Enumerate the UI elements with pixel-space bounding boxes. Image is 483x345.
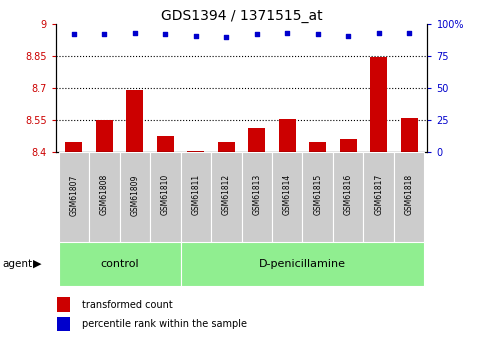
Text: GSM61812: GSM61812: [222, 174, 231, 215]
Point: [222, 34, 230, 40]
Point: [314, 32, 322, 37]
Text: agent: agent: [2, 259, 32, 269]
Bar: [242, 152, 272, 242]
Text: GSM61815: GSM61815: [313, 174, 322, 216]
Bar: [302, 152, 333, 242]
Bar: [96, 120, 113, 152]
Bar: [120, 152, 150, 242]
Text: GSM61810: GSM61810: [161, 174, 170, 216]
Text: GSM61814: GSM61814: [283, 174, 292, 216]
Point: [70, 32, 78, 37]
Text: percentile rank within the sample: percentile rank within the sample: [82, 319, 247, 329]
Bar: [89, 152, 120, 242]
Bar: [181, 241, 425, 286]
Bar: [150, 152, 181, 242]
Bar: [248, 128, 265, 152]
Title: GDS1394 / 1371515_at: GDS1394 / 1371515_at: [161, 9, 322, 23]
Bar: [309, 142, 326, 152]
Point: [131, 30, 139, 36]
Text: GSM61808: GSM61808: [100, 174, 109, 216]
Text: ▶: ▶: [33, 259, 42, 269]
Bar: [272, 152, 302, 242]
Bar: [66, 142, 82, 152]
Text: D-penicillamine: D-penicillamine: [259, 259, 346, 269]
Bar: [58, 241, 181, 286]
Bar: [370, 57, 387, 152]
Bar: [340, 139, 356, 152]
Point: [344, 33, 352, 38]
Bar: [58, 152, 89, 242]
Bar: [211, 152, 242, 242]
Text: GSM61816: GSM61816: [344, 174, 353, 216]
Bar: [363, 152, 394, 242]
Bar: [127, 90, 143, 152]
Bar: [401, 118, 417, 152]
Text: GSM61807: GSM61807: [70, 174, 78, 216]
Text: GSM61811: GSM61811: [191, 174, 200, 215]
Bar: [57, 297, 71, 312]
Bar: [218, 142, 235, 152]
Text: transformed count: transformed count: [82, 300, 172, 310]
Point: [192, 33, 199, 38]
Text: GSM61817: GSM61817: [374, 174, 383, 216]
Point: [284, 30, 291, 36]
Bar: [333, 152, 363, 242]
Point: [253, 32, 261, 37]
Bar: [57, 317, 71, 331]
Bar: [394, 152, 425, 242]
Text: control: control: [100, 259, 139, 269]
Bar: [181, 152, 211, 242]
Bar: [279, 119, 296, 152]
Text: GSM61813: GSM61813: [252, 174, 261, 216]
Text: GSM61818: GSM61818: [405, 174, 413, 215]
Point: [405, 30, 413, 36]
Bar: [187, 151, 204, 152]
Point: [161, 32, 169, 37]
Text: GSM61809: GSM61809: [130, 174, 139, 216]
Bar: [157, 136, 174, 152]
Point: [375, 30, 383, 36]
Point: [100, 32, 108, 37]
